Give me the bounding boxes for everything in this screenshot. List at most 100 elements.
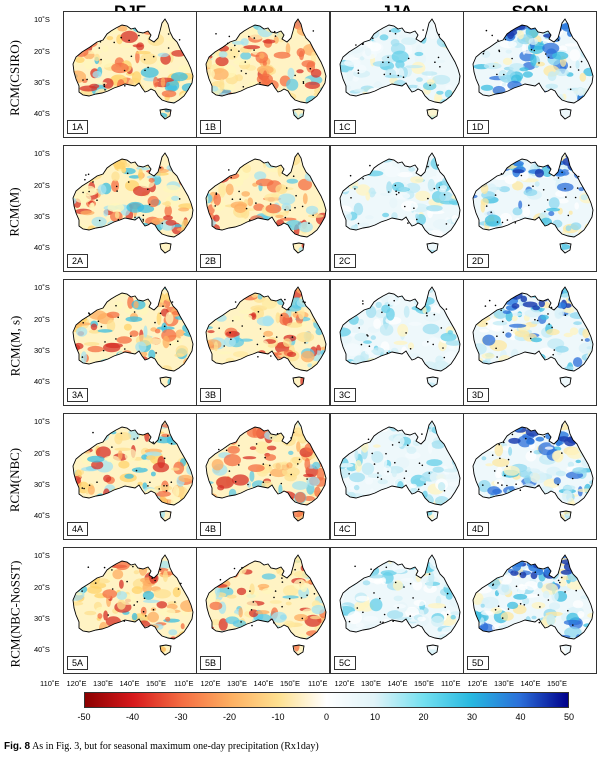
latitude-tick-label: 10˚S — [34, 551, 50, 560]
caption-bold: Fig. 8 — [4, 741, 31, 752]
map-panel: 1B — [196, 11, 330, 138]
map-panel: 4B — [196, 413, 330, 540]
map-panel: 2C — [330, 145, 464, 272]
colorbar-tick-label: -50 — [77, 712, 91, 722]
longitude-tick-label: 130˚E — [93, 679, 114, 688]
colorbar-tick-label: -40 — [125, 712, 139, 722]
latitude-tick-label: 20˚S — [34, 315, 50, 324]
map-panel: 5B — [196, 547, 330, 674]
map-panel: 4D — [463, 413, 597, 540]
latitude-tick-label: 30˚S — [34, 614, 50, 623]
longitude-tick-label: 130˚E — [227, 679, 248, 688]
longitude-tick-label: 110˚E — [40, 679, 60, 688]
longitude-tick-label: 140˚E — [387, 679, 408, 688]
map-panel: 4A — [63, 413, 197, 540]
latitude-tick-label: 40˚S — [34, 243, 50, 252]
australia-map — [205, 286, 327, 388]
longitude-tick-label: 110˚E — [308, 679, 328, 688]
australia-map — [339, 286, 461, 388]
longitude-tick-label: 130˚E — [494, 679, 515, 688]
australia-map — [72, 554, 194, 656]
panel-label: 3B — [200, 388, 222, 402]
row-label-text: RCM(NBC-NoSST) — [7, 560, 23, 668]
panel-label: 3A — [67, 388, 89, 402]
australia-map — [339, 18, 461, 120]
australia-map — [339, 554, 461, 656]
map-panel: 2D — [463, 145, 597, 272]
map-panel: 1C — [330, 11, 464, 138]
latitude-tick-label: 20˚S — [34, 583, 50, 592]
australia-map — [339, 420, 461, 522]
colorbar-tick-label: 30 — [466, 712, 477, 722]
colorbar-tick-label: -20 — [222, 712, 236, 722]
longitude-tick-label: 120˚E — [66, 679, 87, 688]
row-label-text: RCM(CSIRO) — [7, 40, 23, 116]
latitude-tick-label: 20˚S — [34, 47, 50, 56]
colorbar-tick-label: 20 — [418, 712, 429, 722]
australia-map — [205, 18, 327, 120]
longitude-tick-label: 120˚E — [467, 679, 488, 688]
longitude-tick-label: 140˚E — [520, 679, 541, 688]
longitude-tick-label: 140˚E — [253, 679, 274, 688]
latitude-tick-label: 40˚S — [34, 645, 50, 654]
australia-map — [472, 286, 594, 388]
panel-label: 4C — [334, 522, 356, 536]
caption-text: As in Fig. 3, but for seasonal maximum o… — [30, 741, 319, 752]
row-label-5: RCM(NBC-NoSST) — [4, 547, 26, 681]
panel-label: 3D — [467, 388, 489, 402]
panel-label: 4A — [67, 522, 89, 536]
row-label-1: RCM(CSIRO) — [4, 11, 26, 145]
panel-label: 5B — [200, 656, 222, 670]
colorbar-tick-label: 0 — [323, 712, 329, 722]
map-panel: 1D — [463, 11, 597, 138]
panel-label: 2A — [67, 254, 89, 268]
australia-map — [339, 152, 461, 254]
map-panel: 2B — [196, 145, 330, 272]
panel-label: 2C — [334, 254, 356, 268]
colorbar-tick-label: 50 — [563, 712, 574, 722]
longitude-tick-label: 150˚E — [547, 679, 568, 688]
row-label-2: RCM(M) — [4, 145, 26, 279]
australia-map — [472, 152, 594, 254]
panel-label: 5C — [334, 656, 356, 670]
latitude-tick-label: 30˚S — [34, 480, 50, 489]
map-panel: 4C — [330, 413, 464, 540]
longitude-tick-label: 120˚E — [334, 679, 355, 688]
latitude-tick-label: 30˚S — [34, 212, 50, 221]
map-panel: 5D — [463, 547, 597, 674]
australia-map — [205, 152, 327, 254]
latitude-tick-label: 30˚S — [34, 346, 50, 355]
longitude-tick-label: 150˚E — [146, 679, 167, 688]
colorbar-tick-label: 40 — [515, 712, 526, 722]
row-label-3: RCM(M, s) — [4, 279, 26, 413]
figure-caption: Fig. 8 As in Fig. 3, but for seasonal ma… — [4, 741, 319, 752]
latitude-tick-label: 30˚S — [34, 78, 50, 87]
panel-label: 5D — [467, 656, 489, 670]
longitude-tick-label: 130˚E — [361, 679, 382, 688]
panel-label: 2B — [200, 254, 222, 268]
map-panel: 5A — [63, 547, 197, 674]
map-panel: 3A — [63, 279, 197, 406]
longitude-tick-label: 140˚E — [119, 679, 140, 688]
latitude-tick-label: 40˚S — [34, 109, 50, 118]
australia-map — [472, 420, 594, 522]
panel-label: 1B — [200, 120, 222, 134]
longitude-tick-label: 150˚E — [280, 679, 301, 688]
australia-map — [72, 420, 194, 522]
map-panel: 5C — [330, 547, 464, 674]
colorbar — [84, 692, 569, 708]
australia-map — [72, 286, 194, 388]
latitude-tick-label: 10˚S — [34, 149, 50, 158]
row-label-4: RCM(NBC) — [4, 413, 26, 547]
map-panel: 3C — [330, 279, 464, 406]
map-panel: 3D — [463, 279, 597, 406]
map-panel: 1A — [63, 11, 197, 138]
longitude-tick-label: 110˚E — [174, 679, 194, 688]
latitude-tick-label: 10˚S — [34, 283, 50, 292]
longitude-tick-label: 110˚E — [441, 679, 461, 688]
australia-map — [72, 18, 194, 120]
panel-label: 3C — [334, 388, 356, 402]
panel-label: 1D — [467, 120, 489, 134]
colorbar-tick-label: -10 — [271, 712, 285, 722]
australia-map — [472, 18, 594, 120]
